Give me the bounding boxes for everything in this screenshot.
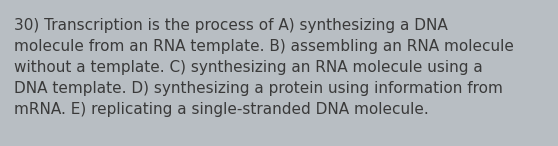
Text: 30) Transcription is the process of A) synthesizing a DNA
molecule from an RNA t: 30) Transcription is the process of A) s… <box>14 18 514 117</box>
